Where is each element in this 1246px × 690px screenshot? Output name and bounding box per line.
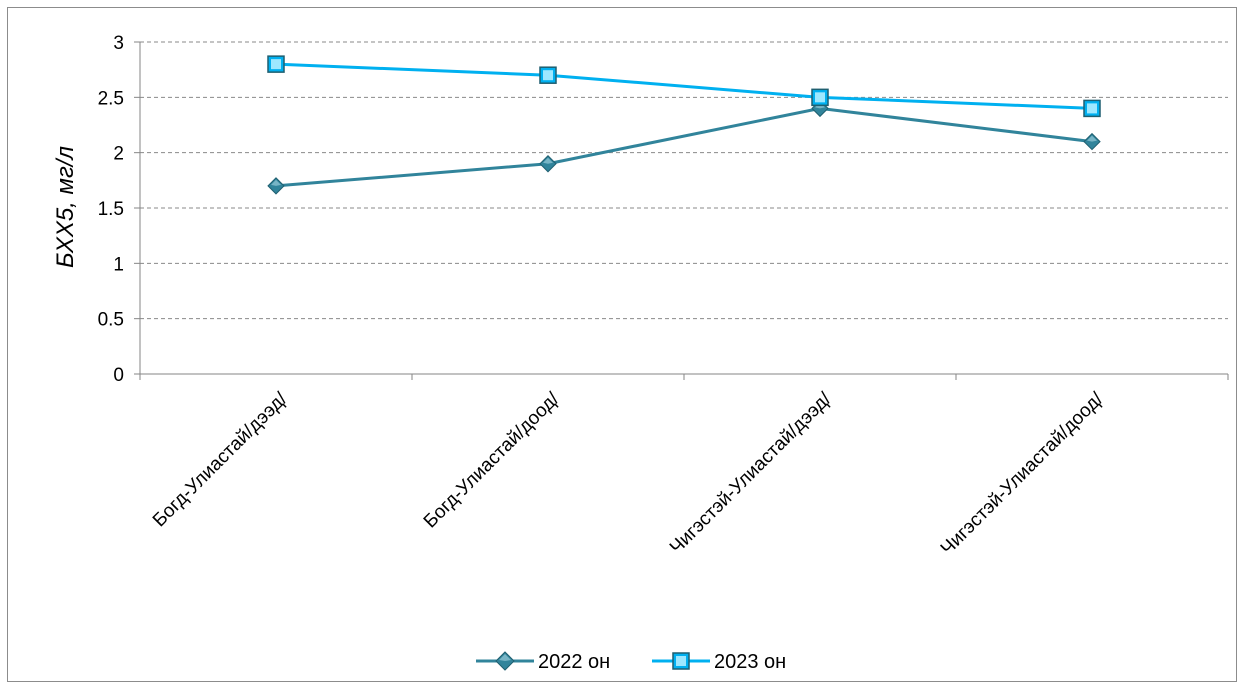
y-tick-label: 1 xyxy=(113,254,124,275)
square-marker xyxy=(267,55,285,73)
square-marker-inner xyxy=(271,59,281,70)
y-tick-label: 2.5 xyxy=(98,88,124,109)
legend-label: 2022 он xyxy=(538,651,610,673)
y-tick-label: 0.5 xyxy=(98,310,124,331)
y-tick-label: 0 xyxy=(113,365,124,386)
square-marker-inner xyxy=(815,92,825,103)
diamond-marker xyxy=(495,651,515,671)
diamond-marker xyxy=(539,155,557,173)
diamond-marker-highlight xyxy=(499,654,511,661)
diamond-marker-highlight xyxy=(1087,135,1097,142)
x-category-label: Чигэстэй-Улиастай/дээд/ xyxy=(666,388,836,558)
series-group xyxy=(267,55,1101,195)
diamond-marker-highlight xyxy=(271,179,281,186)
series-line xyxy=(275,106,1093,188)
legend-label: 2023 он xyxy=(714,651,786,673)
square-marker xyxy=(1083,99,1101,118)
gridlines xyxy=(134,41,1228,375)
y-tick-labels: 0 0.5 1 1.5 2 2.5 3 xyxy=(98,33,124,386)
square-marker-inner xyxy=(1087,103,1097,114)
legend: 2022 он 2023 он xyxy=(476,651,786,673)
x-category-labels: Богд-Улиастай/дээд/Богд-Улиастай/доод/Чи… xyxy=(149,388,1108,559)
square-marker-inner xyxy=(676,656,686,666)
y-tick-label: 1.5 xyxy=(98,199,124,220)
x-category-label: Богд-Улиастай/доод/ xyxy=(420,388,564,532)
square-marker xyxy=(672,652,690,670)
x-category-label: Чигэстэй-Улиастай/доод/ xyxy=(937,388,1108,559)
legend-item: 2023 он xyxy=(652,651,786,673)
y-tick-label: 3 xyxy=(113,33,124,54)
square-marker-inner xyxy=(543,70,553,81)
diamond-marker xyxy=(1083,132,1101,151)
series-2 xyxy=(267,55,1101,118)
y-tick-label: 2 xyxy=(113,144,124,165)
x-category-label: Богд-Улиастай/дээд/ xyxy=(149,388,292,531)
chart-frame xyxy=(7,7,1237,682)
y-axis-label: БХХ5, мг/л xyxy=(52,146,79,268)
square-marker xyxy=(539,66,557,84)
diamond-marker xyxy=(267,177,285,195)
series-1 xyxy=(267,99,1101,195)
legend-item: 2022 он xyxy=(476,651,610,673)
diamond-marker-highlight xyxy=(543,157,553,164)
square-marker xyxy=(811,88,829,107)
axes xyxy=(139,42,1229,380)
series-line xyxy=(275,62,1093,110)
